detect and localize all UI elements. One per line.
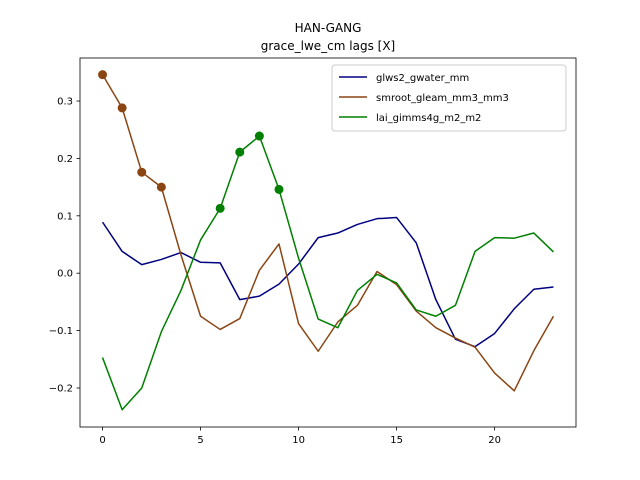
y-tick-label: 0.3 [57, 97, 73, 108]
legend-box [331, 64, 567, 132]
series-line-0 [101, 216, 554, 348]
y-tick-label: 0.0 [57, 269, 73, 280]
x-tick-label: 0 [99, 435, 105, 446]
data-point [215, 203, 225, 213]
chart-subtitle: grace_lwe_cm lags [X] [261, 39, 395, 53]
data-point [274, 184, 284, 194]
legend: glws2_gwater_mm smroot_gleam_mm3_mm3 lai_g… [331, 64, 567, 132]
x-tick-label: 10 [292, 435, 305, 446]
data-point [117, 103, 127, 113]
data-point [137, 167, 147, 177]
series-line-1 [101, 74, 555, 392]
legend-label: glws2_gwater_mm [376, 73, 469, 84]
y-tick-label: 0.1 [57, 211, 73, 222]
data-point [235, 147, 245, 157]
chart-title: HAN-GANG [295, 21, 362, 35]
y-tick-label: −0.1 [49, 326, 73, 337]
data-point [98, 70, 108, 80]
y-tick-label: 0.2 [57, 154, 73, 165]
x-tick-label: 5 [197, 435, 203, 446]
x-tick-label: 20 [488, 435, 501, 446]
data-point [254, 131, 264, 141]
legend-label: smroot_gleam_mm3_mm3 [376, 93, 509, 104]
plot-area: 0 5 10 15 20 −0.2 −0.1 0.0 0.1 0.2 0.3 [49, 57, 577, 446]
axes-frame [79, 57, 577, 428]
legend-label: lai_gimms4g_m2_m2 [376, 113, 481, 124]
y-tick-label: −0.2 [49, 383, 73, 394]
data-point [156, 182, 166, 192]
series-line-2 [101, 135, 554, 411]
x-tick-label: 15 [390, 435, 403, 446]
